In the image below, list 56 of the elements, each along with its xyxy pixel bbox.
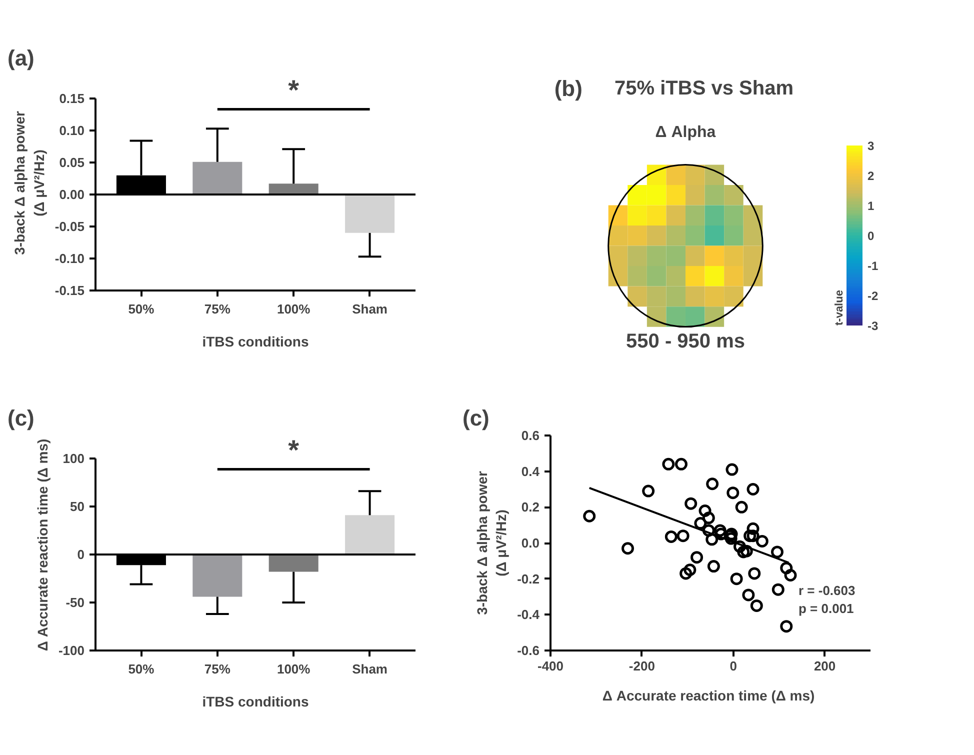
annotation: *: [288, 74, 300, 106]
x-axis-title: iTBS conditions: [202, 694, 309, 710]
y-tick-label: 0.05: [59, 155, 85, 170]
y-axis-title: 3-back Δ alpha power (Δ μV²/Hz): [474, 470, 510, 615]
text: (b): [554, 76, 582, 101]
y-tick-label: -0.4: [517, 607, 540, 622]
y-tick-label: 50: [70, 499, 85, 514]
y-tick-label: 100: [62, 451, 85, 466]
chart-subtitle: Δ Alpha: [655, 124, 716, 141]
annotation: p = 0.001: [798, 601, 854, 616]
y-tick-label: -0.05: [54, 219, 85, 234]
x-tick-label: 50%: [128, 662, 155, 676]
x-tick-label: 100%: [276, 662, 311, 676]
color-bar-label: -3: [868, 319, 878, 333]
y-tick-label: -0.15: [54, 283, 85, 298]
y-tick-label: -0.6: [517, 643, 540, 658]
y-tick-label: 0.0: [521, 536, 540, 550]
color-bar-label: 3: [868, 139, 874, 153]
x-tick-label: 75%: [204, 662, 231, 676]
y-tick-label: -50: [66, 595, 85, 610]
text: 550 - 950 ms: [626, 330, 745, 352]
y-tick-label: 0.00: [59, 187, 85, 202]
annotation: r = -0.603: [798, 583, 856, 598]
x-tick-label: -400: [537, 658, 564, 674]
text: (c): [8, 406, 34, 430]
y-tick-label: 0.10: [59, 123, 85, 138]
x-tick-label: 50%: [128, 302, 155, 316]
annotation: *: [288, 434, 300, 466]
y-tick-label: 0: [77, 547, 85, 562]
y-tick-label: 0.6: [521, 428, 540, 443]
x-tick-label: 100%: [276, 302, 311, 316]
color-bar-title: t-value: [834, 290, 846, 326]
y-tick-label: 0.15: [59, 91, 85, 106]
color-bar-label: -1: [868, 259, 878, 273]
y-tick-label: -0.2: [517, 571, 540, 586]
color-bar-label: -2: [868, 289, 878, 303]
color-bar-label: 2: [868, 169, 874, 183]
y-tick-label: 0.4: [521, 464, 540, 479]
x-tick-label: 75%: [204, 302, 231, 316]
y-axis-title: 3-back Δ alpha power (Δ μV²/Hz): [12, 110, 47, 255]
y-tick-label: -0.10: [54, 251, 85, 266]
color-bar-label: 0: [868, 229, 874, 243]
x-axis-title: iTBS conditions: [202, 334, 309, 350]
text: (c): [462, 406, 490, 430]
x-tick-label: -200: [628, 658, 655, 674]
y-axis-title: Δ Accurate reaction time (Δ ms): [34, 438, 50, 652]
chart-title: 75% iTBS vs Sham: [614, 77, 794, 100]
text: (a): [8, 46, 34, 70]
x-tick-label: 0: [730, 658, 737, 674]
y-tick-label: 0.2: [521, 500, 540, 515]
x-tick-label: Sham: [352, 662, 388, 676]
x-axis-title: Δ Accurate reaction time (Δ ms): [602, 688, 815, 704]
x-tick-label: Sham: [352, 302, 388, 316]
y-tick-label: -100: [58, 643, 85, 658]
color-bar-label: 1: [868, 199, 874, 213]
x-tick-label: 200: [814, 658, 836, 674]
